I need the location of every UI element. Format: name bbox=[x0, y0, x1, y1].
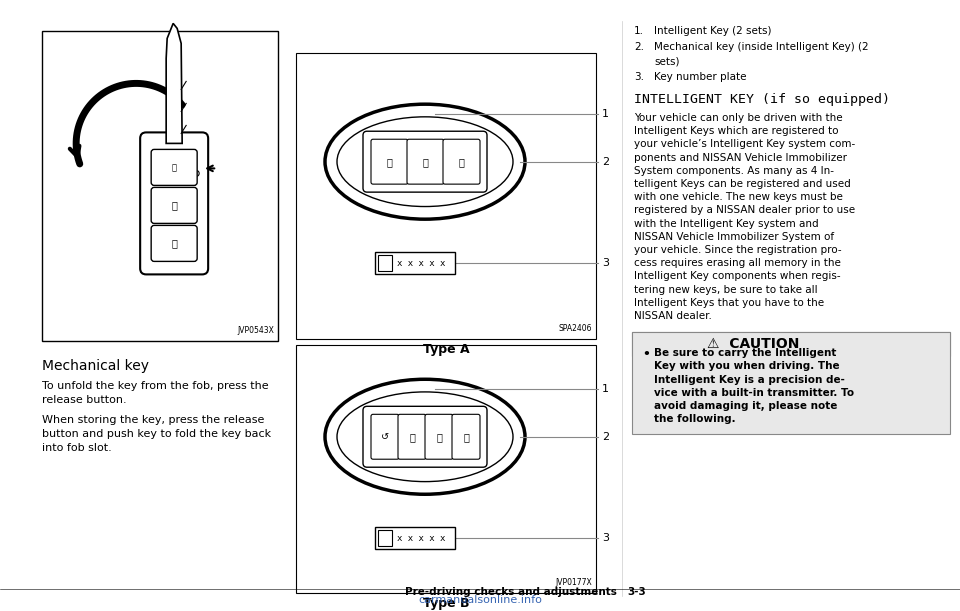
Text: Intelligent Key components when regis-: Intelligent Key components when regis- bbox=[634, 271, 841, 282]
Text: Mechanical key: Mechanical key bbox=[42, 359, 149, 373]
Text: Intelligent Key (2 sets): Intelligent Key (2 sets) bbox=[654, 26, 772, 36]
Text: telligent Keys can be registered and used: telligent Keys can be registered and use… bbox=[634, 179, 851, 189]
Bar bbox=[632, 332, 950, 434]
Text: Intelligent Key is a precision de-: Intelligent Key is a precision de- bbox=[654, 375, 845, 384]
Text: JVP0543X: JVP0543X bbox=[237, 326, 274, 335]
Text: Be sure to carry the Intelligent: Be sure to carry the Intelligent bbox=[654, 348, 836, 358]
FancyBboxPatch shape bbox=[151, 150, 197, 185]
Text: Intelligent Keys that you have to the: Intelligent Keys that you have to the bbox=[634, 298, 824, 308]
Text: 2.: 2. bbox=[634, 43, 644, 53]
Text: registered by a NISSAN dealer prior to use: registered by a NISSAN dealer prior to u… bbox=[634, 205, 855, 216]
Text: vice with a built-in transmitter. To: vice with a built-in transmitter. To bbox=[654, 388, 854, 398]
Text: Key number plate: Key number plate bbox=[654, 73, 747, 82]
Text: avoid damaging it, please note: avoid damaging it, please note bbox=[654, 401, 837, 411]
FancyBboxPatch shape bbox=[371, 139, 408, 184]
Ellipse shape bbox=[325, 379, 525, 494]
Text: To unfold the key from the fob, press the: To unfold the key from the fob, press th… bbox=[42, 381, 269, 391]
Polygon shape bbox=[166, 23, 182, 144]
Bar bbox=[296, 345, 596, 593]
Text: Your vehicle can only be driven with the: Your vehicle can only be driven with the bbox=[634, 113, 843, 123]
Circle shape bbox=[193, 170, 199, 177]
Text: tering new keys, be sure to take all: tering new keys, be sure to take all bbox=[634, 285, 818, 295]
Text: 🔓: 🔓 bbox=[171, 200, 177, 210]
Text: 3: 3 bbox=[602, 533, 609, 543]
Text: Type B: Type B bbox=[422, 597, 469, 610]
Text: x x x x x: x x x x x bbox=[397, 258, 445, 268]
FancyBboxPatch shape bbox=[363, 131, 487, 192]
FancyBboxPatch shape bbox=[363, 406, 487, 467]
Text: When storing the key, press the release: When storing the key, press the release bbox=[42, 415, 264, 425]
Text: Key with you when driving. The: Key with you when driving. The bbox=[654, 361, 840, 371]
Text: ponents and NISSAN Vehicle Immobilizer: ponents and NISSAN Vehicle Immobilizer bbox=[634, 153, 847, 163]
Text: Mechanical key (inside Intelligent Key) (2: Mechanical key (inside Intelligent Key) … bbox=[654, 43, 869, 53]
FancyBboxPatch shape bbox=[398, 414, 426, 459]
Text: 🚗: 🚗 bbox=[463, 432, 468, 442]
Text: Pre-driving checks and adjustments: Pre-driving checks and adjustments bbox=[405, 587, 617, 597]
Ellipse shape bbox=[337, 392, 513, 481]
Text: 1.: 1. bbox=[634, 26, 644, 36]
Text: with the Intelligent Key system and: with the Intelligent Key system and bbox=[634, 219, 819, 229]
FancyBboxPatch shape bbox=[140, 133, 208, 274]
Text: JVP0177X: JVP0177X bbox=[555, 578, 592, 587]
Text: 🔒: 🔒 bbox=[387, 156, 393, 167]
Text: 🚗: 🚗 bbox=[459, 156, 465, 167]
Text: ↺: ↺ bbox=[381, 432, 389, 442]
Text: NISSAN Vehicle Immobilizer System of: NISSAN Vehicle Immobilizer System of bbox=[634, 232, 834, 242]
Bar bbox=[375, 252, 455, 274]
Text: x x x x x: x x x x x bbox=[397, 534, 445, 543]
Text: 2: 2 bbox=[602, 432, 610, 442]
FancyBboxPatch shape bbox=[452, 414, 480, 459]
Text: 🔑: 🔑 bbox=[436, 432, 442, 442]
Text: carmanualsonline.info: carmanualsonline.info bbox=[418, 595, 542, 605]
Text: 3.: 3. bbox=[634, 73, 644, 82]
FancyBboxPatch shape bbox=[371, 414, 399, 459]
Text: ⚠  CAUTION: ⚠ CAUTION bbox=[707, 337, 799, 351]
Bar bbox=[296, 53, 596, 339]
Text: 🔒: 🔒 bbox=[409, 432, 415, 442]
Bar bbox=[42, 31, 278, 341]
Text: SPA2406: SPA2406 bbox=[559, 324, 592, 333]
Ellipse shape bbox=[325, 104, 525, 219]
Text: 3-3: 3-3 bbox=[627, 587, 646, 597]
Text: INTELLIGENT KEY (if so equipped): INTELLIGENT KEY (if so equipped) bbox=[634, 93, 890, 106]
Text: button and push key to fold the key back: button and push key to fold the key back bbox=[42, 429, 271, 439]
FancyBboxPatch shape bbox=[151, 188, 197, 224]
Text: sets): sets) bbox=[654, 56, 680, 66]
Text: 🚗: 🚗 bbox=[172, 163, 177, 172]
Text: into fob slot.: into fob slot. bbox=[42, 443, 111, 453]
FancyBboxPatch shape bbox=[151, 225, 197, 262]
Text: release button.: release button. bbox=[42, 395, 127, 405]
Text: with one vehicle. The new keys must be: with one vehicle. The new keys must be bbox=[634, 192, 843, 202]
Text: 1: 1 bbox=[602, 109, 609, 119]
Text: the following.: the following. bbox=[654, 414, 735, 424]
Text: your vehicle’s Intelligent Key system com-: your vehicle’s Intelligent Key system co… bbox=[634, 139, 855, 150]
Bar bbox=[378, 255, 392, 271]
Text: •: • bbox=[642, 348, 650, 361]
Text: Type A: Type A bbox=[422, 343, 469, 356]
Text: System components. As many as 4 In-: System components. As many as 4 In- bbox=[634, 166, 834, 176]
FancyBboxPatch shape bbox=[425, 414, 453, 459]
Text: NISSAN dealer.: NISSAN dealer. bbox=[634, 311, 712, 321]
Text: cess requires erasing all memory in the: cess requires erasing all memory in the bbox=[634, 258, 841, 268]
Text: your vehicle. Since the registration pro-: your vehicle. Since the registration pro… bbox=[634, 245, 842, 255]
Bar bbox=[632, 332, 950, 356]
FancyBboxPatch shape bbox=[443, 139, 480, 184]
Text: 🔑: 🔑 bbox=[422, 156, 428, 167]
Text: 🔒: 🔒 bbox=[171, 238, 177, 249]
Bar bbox=[378, 530, 392, 546]
Text: Intelligent Keys which are registered to: Intelligent Keys which are registered to bbox=[634, 126, 838, 136]
FancyBboxPatch shape bbox=[407, 139, 444, 184]
Text: 2: 2 bbox=[602, 156, 610, 167]
Circle shape bbox=[155, 152, 179, 175]
Text: 3: 3 bbox=[602, 258, 609, 268]
Ellipse shape bbox=[337, 117, 513, 207]
Bar bbox=[375, 527, 455, 549]
Text: 1: 1 bbox=[602, 384, 609, 394]
